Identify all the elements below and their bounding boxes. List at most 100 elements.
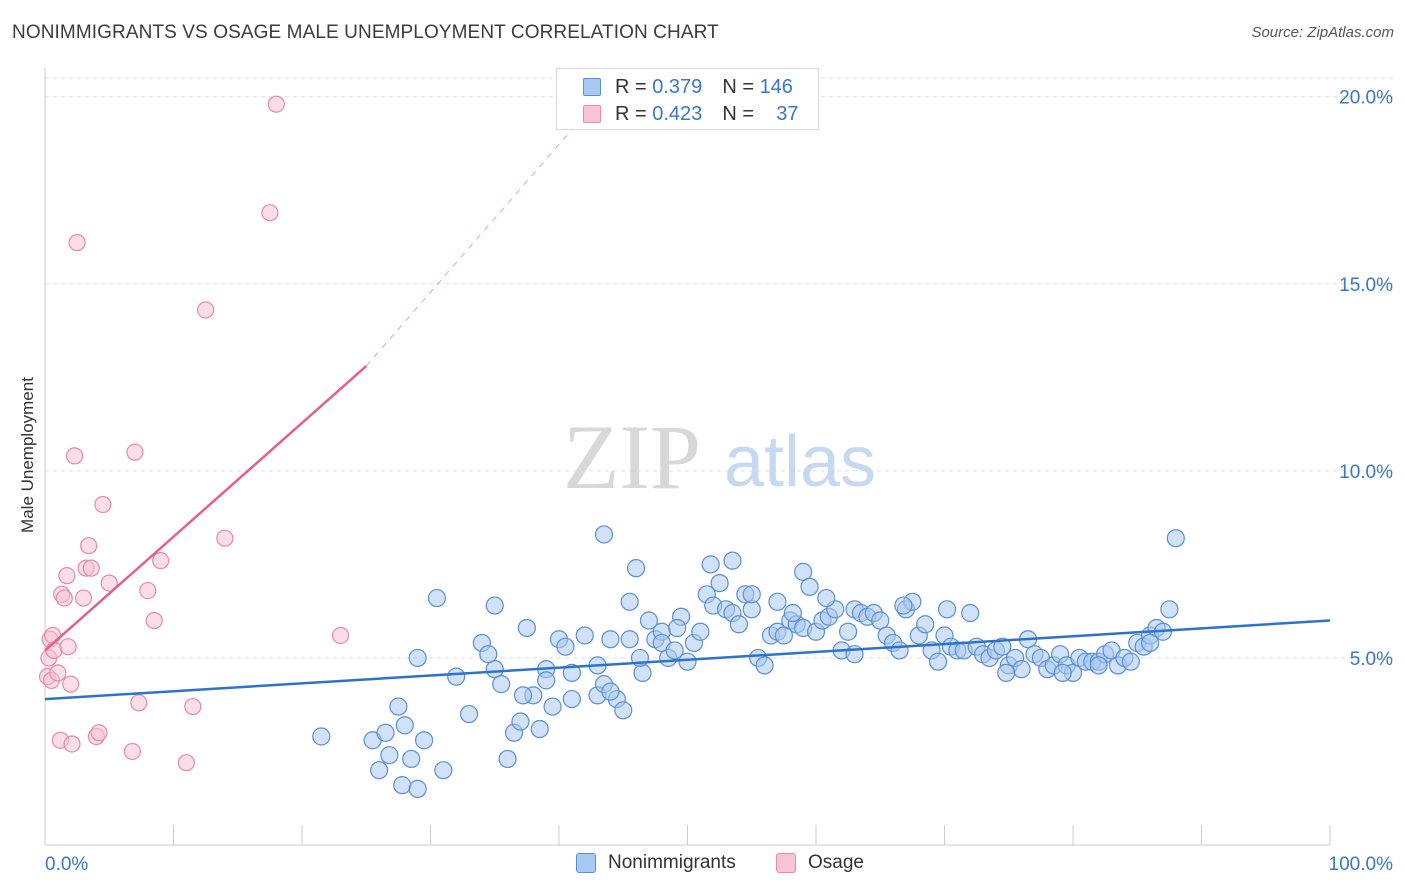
nonimmigrants-point xyxy=(774,626,793,645)
nonimmigrants-point xyxy=(961,603,980,623)
nonimmigrants-point xyxy=(1012,660,1031,679)
nonimmigrants-point xyxy=(794,562,813,581)
nonimmigrants-point xyxy=(1089,656,1108,675)
nonimmigrants-point xyxy=(537,671,556,690)
nonimmigrants-point xyxy=(742,585,761,604)
nonimmigrants-point xyxy=(701,555,720,574)
nonimmigrants-point xyxy=(768,592,787,611)
osage-point xyxy=(100,574,118,592)
nonimmigrants-point xyxy=(562,663,581,682)
stats-row-osage: R = 0.423 N = 37 xyxy=(583,101,798,127)
nonimmigrants-point xyxy=(871,611,890,630)
legend-label-osage: Osage xyxy=(808,852,864,873)
nonimmigrants-point xyxy=(393,776,412,795)
osage-point xyxy=(130,694,148,712)
nonimmigrants-point xyxy=(620,630,639,649)
nonimmigrants-point xyxy=(614,701,633,720)
nonimmigrants-point xyxy=(427,588,447,608)
chart-title: NONIMMIGRANTS VS OSAGE MALE UNEMPLOYMENT… xyxy=(12,22,719,43)
y-tick-label: 5.0% xyxy=(1350,649,1393,670)
nonimmigrants-point xyxy=(993,637,1012,656)
stats-row-nonimmigrants: R = 0.379 N = 146 xyxy=(583,74,793,100)
watermark-atlas: atlas xyxy=(724,422,876,502)
nonimmigrants-point xyxy=(1140,633,1160,653)
nonimmigrants-point xyxy=(575,626,594,645)
legend-item-osage[interactable]: Osage xyxy=(776,852,864,874)
nonimmigrants-point xyxy=(928,652,948,671)
n-value: 146 xyxy=(759,75,793,98)
nonimmigrants-point xyxy=(601,630,620,649)
nonimmigrants-point xyxy=(1160,600,1179,619)
nonimmigrants-point xyxy=(492,675,511,694)
nonimmigrants-point xyxy=(556,637,575,656)
nonimmigrants-point xyxy=(312,727,331,746)
nonimmigrants-point xyxy=(370,761,389,780)
nonimmigrants-point xyxy=(890,641,909,660)
nonimmigrants-point xyxy=(1053,663,1072,682)
osage-point xyxy=(152,552,170,570)
pink-swatch xyxy=(583,105,601,123)
nonimmigrants-point xyxy=(511,712,530,731)
nonimmigrants-point xyxy=(447,667,466,686)
nonimmigrants-point xyxy=(562,689,581,709)
osage-point xyxy=(145,611,163,630)
blue-swatch xyxy=(576,853,596,873)
axes xyxy=(44,68,1331,846)
osage-point xyxy=(216,529,234,547)
nonimmigrants-point xyxy=(783,603,802,623)
nonimmigrants-point xyxy=(626,559,646,578)
legend-item-nonimmigrants[interactable]: Nonimmigrants xyxy=(576,852,736,874)
n-label: N = xyxy=(722,102,754,125)
osage-point xyxy=(59,638,77,656)
nonimmigrants-point xyxy=(691,622,710,641)
osage-points xyxy=(38,95,350,772)
x-tick-label-start: 0.0% xyxy=(45,854,88,875)
trend-lines xyxy=(44,77,1331,701)
osage-point xyxy=(68,234,86,252)
nonimmigrants-point xyxy=(376,723,395,742)
nonimmigrants-point xyxy=(517,618,536,638)
nonimmigrants-point xyxy=(513,686,533,705)
nonimmigrants-point xyxy=(408,648,427,668)
nonimmigrants-point xyxy=(800,577,819,596)
nonimmigrants-point xyxy=(1121,652,1140,671)
osage-point xyxy=(177,754,195,772)
nonimmigrants-point xyxy=(839,622,858,641)
nonimmigrants-point xyxy=(916,615,935,634)
tick-labels: 5.0% 10.0% 15.0% 20.0% 0.0% 100.0% xyxy=(45,88,1393,875)
nonimmigrants-point xyxy=(543,697,562,716)
nonimmigrants-point xyxy=(729,615,749,634)
osage-point xyxy=(63,735,81,753)
y-tick-label: 15.0% xyxy=(1339,275,1393,296)
nonimmigrants-point xyxy=(997,663,1016,682)
nonimmigrants-point xyxy=(620,592,639,611)
nonimmigrants-point xyxy=(937,600,957,619)
nonimmigrants-point xyxy=(723,551,742,570)
y-tick-label: 10.0% xyxy=(1339,462,1393,483)
nonimmigrants-point xyxy=(817,588,836,608)
r-value: 0.379 xyxy=(652,75,703,98)
osage-point xyxy=(49,664,67,682)
osage-point xyxy=(44,626,62,645)
nonimmigrants-point xyxy=(639,611,659,630)
nonimmigrants-point xyxy=(601,682,620,701)
nonimmigrants-point xyxy=(459,704,479,724)
nonimmigrants-point xyxy=(1166,529,1185,548)
watermark: ZIP atlas xyxy=(563,406,876,508)
nonimmigrants-point xyxy=(402,749,421,769)
nonimmigrants-point xyxy=(894,596,913,615)
nonimmigrants-trend-line xyxy=(44,619,1331,701)
nonimmigrants-point xyxy=(389,697,408,716)
source-label: Source: ZipAtlas.com xyxy=(1251,24,1394,41)
legend-label-nonimmigrants: Nonimmigrants xyxy=(608,852,736,873)
nonimmigrants-point xyxy=(594,525,614,544)
nonimmigrants-point xyxy=(633,663,652,682)
osage-point xyxy=(55,589,73,607)
osage-point xyxy=(58,567,76,585)
x-tick-label-end: 100.0% xyxy=(1329,854,1394,875)
nonimmigrants-point xyxy=(485,596,504,615)
r-label: R = xyxy=(615,102,647,125)
osage-point xyxy=(123,742,141,761)
watermark-zip: ZIP xyxy=(563,406,701,508)
